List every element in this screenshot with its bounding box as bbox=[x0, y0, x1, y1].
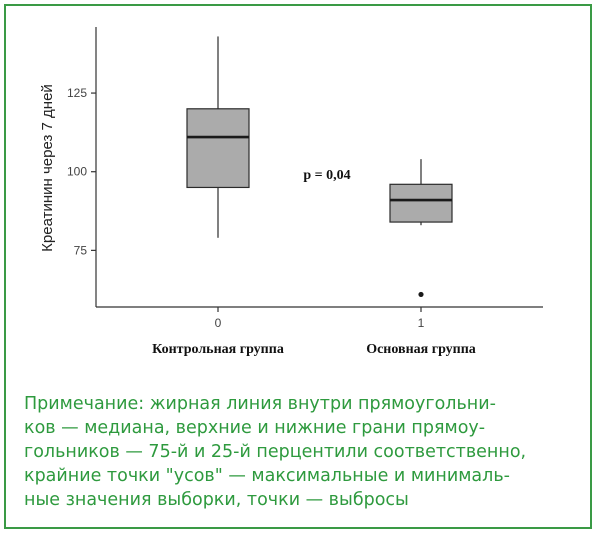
figure-note: Примечание: жирная линия внутри прямоуго… bbox=[24, 392, 579, 512]
boxplot-chart: 75 100 125 Креатинин через 7 дней 0 1 Контр… bbox=[39, 27, 543, 357]
group-label-control: Контрольная группа bbox=[152, 342, 284, 357]
group-label-main: Основная группа bbox=[366, 342, 476, 357]
y-tick-label: 75 bbox=[74, 243, 88, 257]
note-line: ков — медиана, верхние и нижние грани пр… bbox=[24, 418, 486, 438]
box-iqr bbox=[186, 108, 250, 189]
note-line: гольников — 75-й и 25-й перцентили соотв… bbox=[24, 442, 527, 462]
box-group-0 bbox=[186, 36, 250, 238]
y-axis-label: Креатинин через 7 дней bbox=[39, 84, 56, 252]
box-iqr bbox=[389, 183, 453, 223]
figure-frame bbox=[4, 4, 592, 529]
x-tick-label: 0 bbox=[215, 316, 222, 330]
x-tick-label: 1 bbox=[418, 316, 425, 330]
note-line: Примечание: жирная линия внутри прямоуго… bbox=[24, 394, 496, 414]
note-line: ные значения выборки, точки — выбросы bbox=[24, 490, 409, 510]
y-tick-label: 100 bbox=[67, 165, 87, 179]
outlier-point bbox=[418, 291, 424, 298]
box-group-1 bbox=[389, 159, 453, 298]
note-line: крайние точки "усов" — максимальные и ми… bbox=[24, 466, 510, 486]
p-value-annotation: p = 0,04 bbox=[303, 168, 350, 183]
y-tick-label: 125 bbox=[67, 86, 87, 100]
